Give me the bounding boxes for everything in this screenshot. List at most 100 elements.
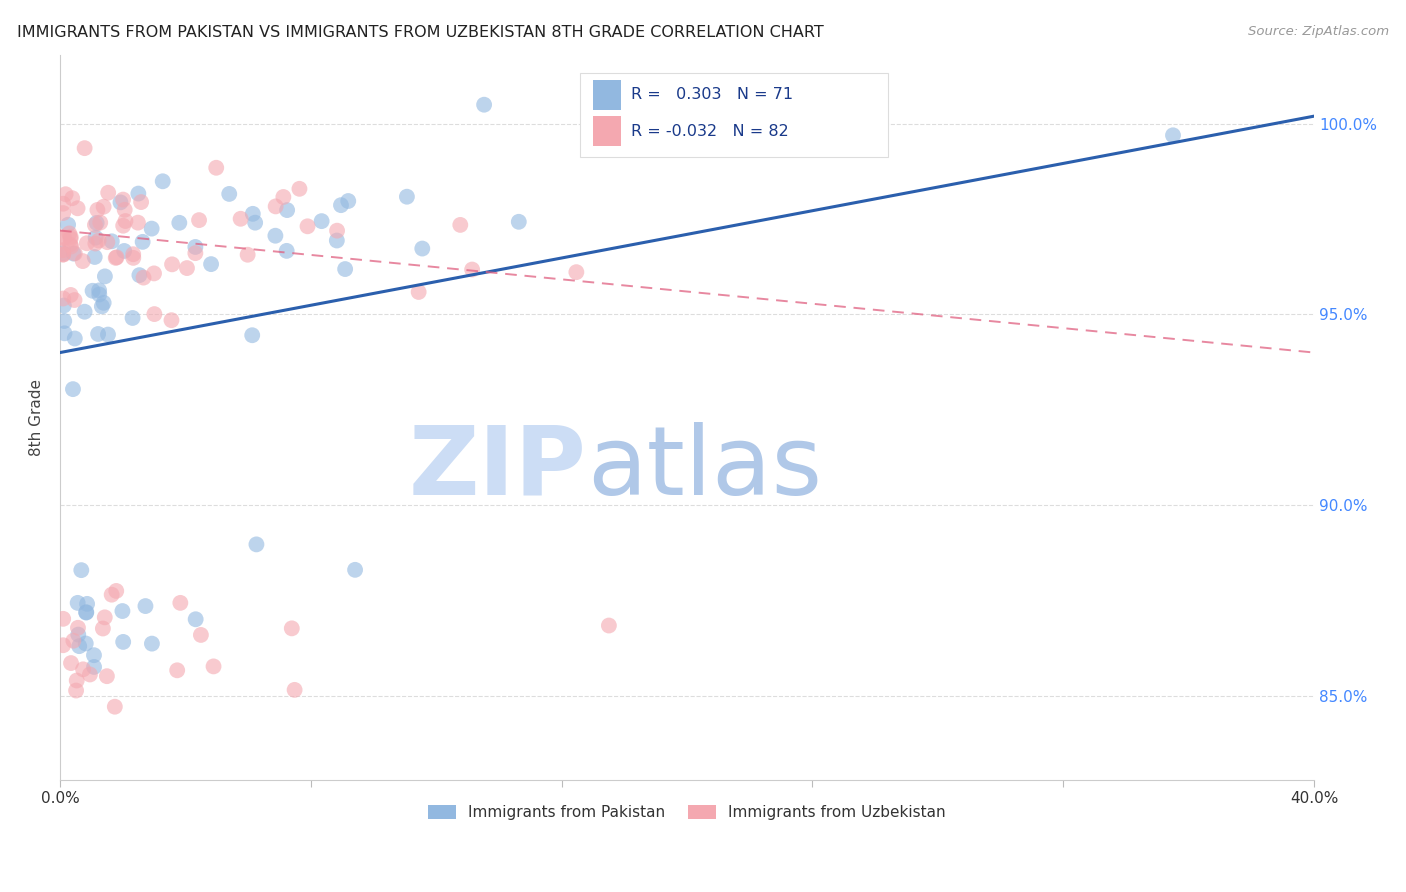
- Point: [65, 683, 87, 698]
- Point: [76, 597, 98, 611]
- Point: [132, 270, 155, 285]
- Point: [53, 314, 76, 328]
- Point: [86, 216, 108, 230]
- Bar: [593, 116, 620, 146]
- Point: [411, 242, 433, 256]
- Point: [62, 633, 84, 648]
- Point: [333, 262, 356, 277]
- Point: [337, 194, 360, 208]
- Point: [598, 618, 620, 632]
- Point: [60, 191, 83, 205]
- Point: [75, 636, 97, 650]
- Bar: [593, 79, 620, 111]
- Point: [202, 659, 225, 673]
- Point: [112, 635, 135, 649]
- Point: [59, 288, 82, 302]
- Y-axis label: 8th Grade: 8th Grade: [30, 379, 44, 456]
- Text: atlas: atlas: [586, 422, 823, 515]
- Point: [63, 246, 86, 260]
- Point: [141, 637, 163, 651]
- Point: [52, 196, 75, 211]
- Point: [63, 293, 86, 307]
- Point: [97, 186, 120, 200]
- Point: [166, 663, 188, 677]
- Point: [52, 612, 75, 626]
- Point: [73, 304, 96, 318]
- Point: [264, 199, 287, 213]
- Point: [128, 268, 150, 282]
- Point: [76, 236, 98, 251]
- Point: [52, 247, 75, 261]
- Point: [641, 97, 664, 112]
- Point: [62, 382, 84, 396]
- Text: IMMIGRANTS FROM PAKISTAN VS IMMIGRANTS FROM UZBEKISTAN 8TH GRADE CORRELATION CHA: IMMIGRANTS FROM PAKISTAN VS IMMIGRANTS F…: [17, 25, 824, 40]
- Point: [53, 326, 76, 341]
- Point: [86, 202, 108, 217]
- Point: [200, 257, 222, 271]
- Text: R = -0.032   N = 82: R = -0.032 N = 82: [631, 124, 789, 139]
- Point: [96, 669, 118, 683]
- Point: [83, 648, 105, 663]
- Point: [218, 186, 240, 201]
- Point: [84, 218, 107, 232]
- Point: [160, 257, 183, 271]
- Point: [52, 247, 75, 261]
- Point: [66, 596, 89, 610]
- Point: [143, 267, 166, 281]
- Point: [56, 218, 79, 232]
- Point: [111, 604, 134, 618]
- Point: [52, 230, 75, 244]
- Point: [70, 563, 93, 577]
- Point: [205, 161, 228, 175]
- Point: [240, 328, 263, 343]
- Point: [344, 563, 367, 577]
- Point: [89, 284, 111, 298]
- Point: [326, 224, 349, 238]
- Point: [114, 202, 136, 217]
- Point: [815, 112, 838, 127]
- Point: [59, 237, 82, 252]
- Point: [184, 240, 207, 254]
- Point: [75, 606, 97, 620]
- Point: [73, 141, 96, 155]
- Point: [60, 656, 83, 670]
- Point: [94, 610, 117, 624]
- Point: [52, 298, 75, 312]
- Point: [229, 211, 252, 226]
- Point: [160, 313, 183, 327]
- Point: [127, 186, 149, 201]
- Point: [59, 232, 82, 246]
- Point: [67, 627, 90, 641]
- Text: R =   0.303   N = 71: R = 0.303 N = 71: [631, 87, 793, 103]
- Point: [83, 250, 105, 264]
- Point: [131, 235, 153, 249]
- Point: [89, 287, 111, 301]
- Point: [72, 662, 94, 676]
- FancyBboxPatch shape: [581, 73, 887, 157]
- Point: [330, 198, 353, 212]
- Point: [105, 250, 128, 264]
- Point: [143, 307, 166, 321]
- Point: [60, 239, 83, 253]
- Point: [141, 221, 163, 235]
- Point: [184, 612, 207, 626]
- Point: [52, 246, 75, 260]
- Point: [66, 621, 89, 635]
- Point: [288, 182, 311, 196]
- Point: [273, 190, 295, 204]
- Point: [297, 219, 319, 234]
- Point: [236, 248, 259, 262]
- Point: [104, 699, 127, 714]
- Point: [112, 193, 135, 207]
- Point: [243, 216, 266, 230]
- Point: [79, 667, 101, 681]
- Point: [245, 537, 267, 551]
- Point: [395, 190, 418, 204]
- Point: [104, 251, 127, 265]
- Point: [94, 269, 117, 284]
- Point: [112, 244, 135, 258]
- Point: [91, 622, 114, 636]
- Text: Source: ZipAtlas.com: Source: ZipAtlas.com: [1249, 25, 1389, 38]
- Point: [129, 195, 152, 210]
- Point: [276, 203, 298, 218]
